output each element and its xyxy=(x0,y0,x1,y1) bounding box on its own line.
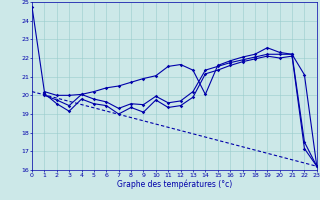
X-axis label: Graphe des températures (°c): Graphe des températures (°c) xyxy=(117,179,232,189)
